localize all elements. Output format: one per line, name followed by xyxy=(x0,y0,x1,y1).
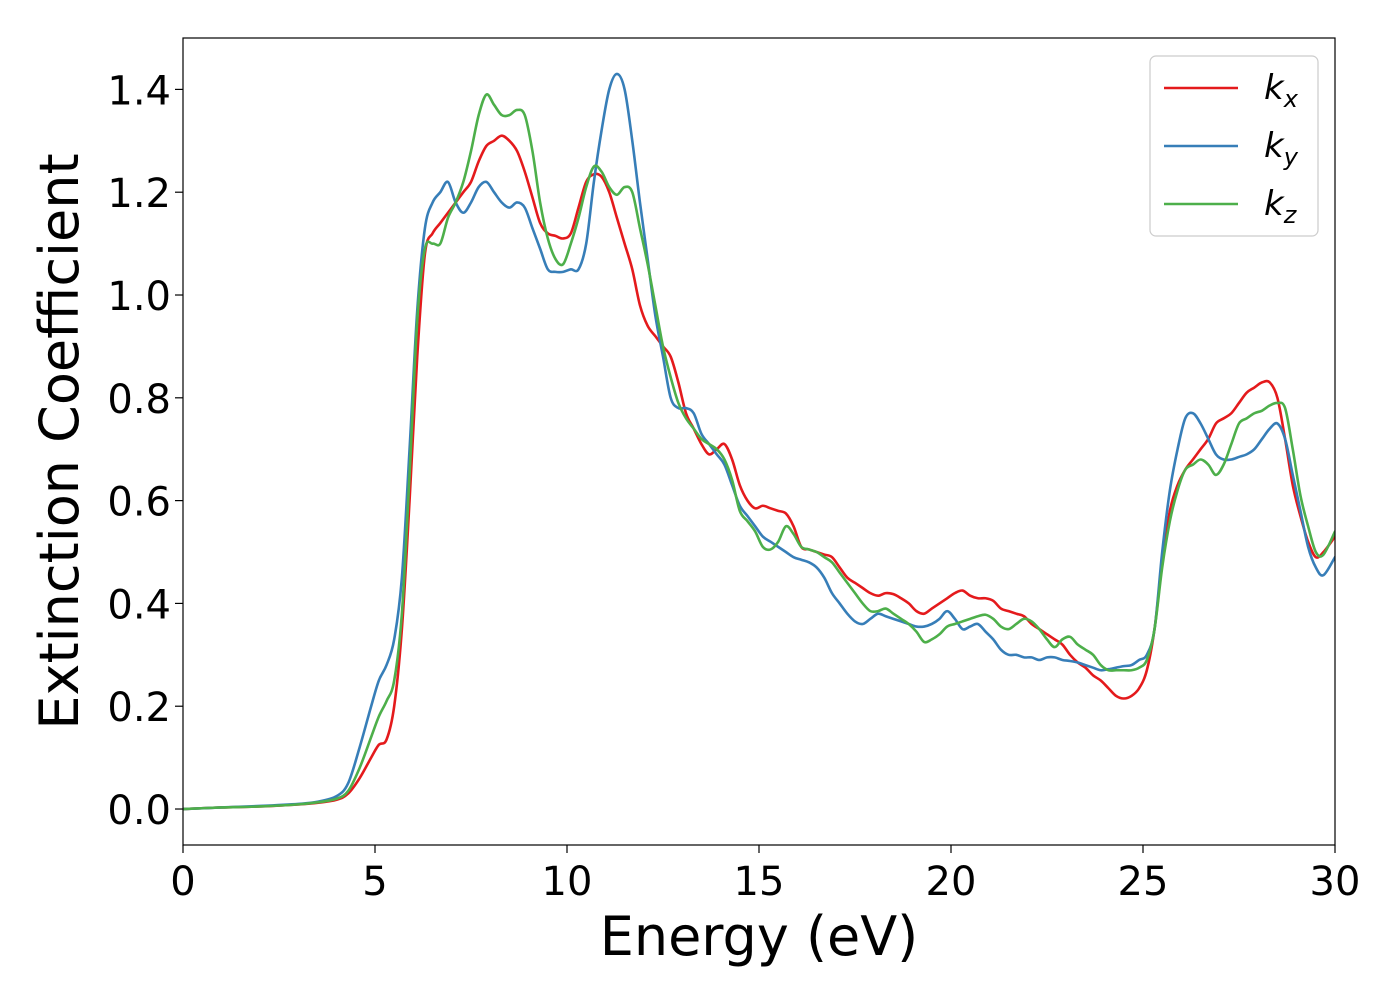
y-tick-label: 1.0 xyxy=(107,274,171,320)
series-line-kz xyxy=(183,93,1335,811)
x-tick-label: 30 xyxy=(1310,859,1361,905)
x-tick-label: 5 xyxy=(362,859,387,905)
x-tick-label: 0 xyxy=(170,859,195,905)
legend-label: kx xyxy=(1264,68,1299,113)
legend-entry-kx: kx xyxy=(1164,68,1299,113)
y-tick-label: 0.0 xyxy=(107,788,171,834)
y-tick-label: 0.2 xyxy=(107,685,171,731)
x-axis-ticks: 0 5 10 15 20 25 30 xyxy=(170,845,1360,905)
x-tick-label: 15 xyxy=(734,859,785,905)
y-axis-label: Extinction Coefficient xyxy=(28,153,91,729)
x-tick-label: 25 xyxy=(1118,859,1169,905)
legend-entry-kz: kz xyxy=(1164,184,1298,229)
y-tick-label: 1.2 xyxy=(107,171,171,217)
y-tick-label: 1.4 xyxy=(107,68,171,114)
legend: kx ky kz xyxy=(1149,55,1319,237)
y-tick-label: 0.4 xyxy=(107,582,171,628)
y-tick-label: 0.8 xyxy=(107,377,171,423)
legend-entry-ky: ky xyxy=(1164,126,1299,171)
x-tick-label: 20 xyxy=(926,859,977,905)
x-tick-label: 10 xyxy=(542,859,593,905)
legend-label: kz xyxy=(1264,184,1298,229)
y-axis-ticks: 0.0 0.2 0.4 0.6 0.8 1.0 1.2 1.4 xyxy=(107,68,183,834)
series-layer xyxy=(183,72,1335,811)
x-axis-label: Energy (eV) xyxy=(600,905,919,968)
y-tick-label: 0.6 xyxy=(107,480,171,526)
legend-label: ky xyxy=(1264,126,1299,171)
